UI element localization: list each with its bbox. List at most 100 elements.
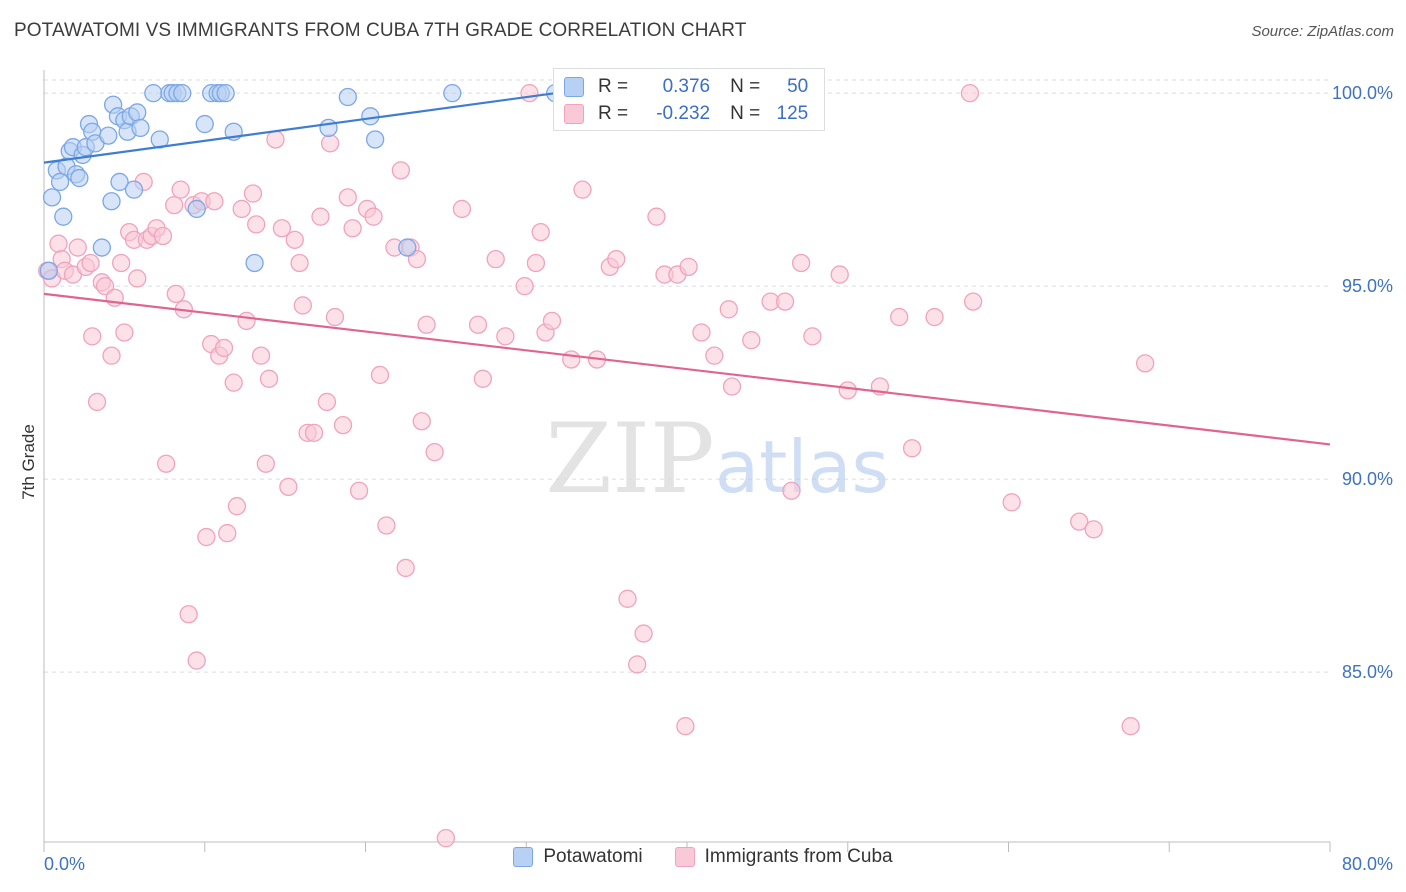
data-point <box>775 292 795 311</box>
data-point <box>237 311 256 331</box>
data-point <box>791 253 811 273</box>
data-point <box>214 338 234 358</box>
data-point <box>272 219 292 238</box>
data-point <box>144 84 163 103</box>
chart-legend: Potawatomi Immigrants from Cuba <box>0 846 1406 868</box>
data-point <box>338 188 357 207</box>
stats-n-label: N = <box>730 76 761 97</box>
data-point <box>343 219 362 238</box>
tick-labels: 85.0% 90.0% 95.0% 100.0% 0.0% 80.0% <box>44 83 1393 874</box>
data-point <box>110 172 129 192</box>
data-point <box>398 238 417 257</box>
legend-label-cuba: Immigrants from Cuba <box>704 846 893 867</box>
data-point <box>1002 493 1021 512</box>
data-point <box>349 481 369 500</box>
x-tick-label: 0.0% <box>44 854 85 874</box>
data-point <box>417 315 436 334</box>
y-tick-label: 95.0% <box>1342 276 1393 296</box>
stats-r-label: R = <box>598 103 629 124</box>
data-point <box>705 346 724 365</box>
y-tick-label: 90.0% <box>1342 469 1393 489</box>
data-point <box>496 327 515 346</box>
data-point <box>562 350 581 369</box>
data-point <box>87 392 107 412</box>
data-point <box>224 373 243 392</box>
data-point <box>266 130 285 149</box>
data-point <box>195 114 214 134</box>
data-point <box>364 207 383 226</box>
data-point <box>526 253 546 273</box>
watermark: ZIP atlas <box>545 403 889 515</box>
data-point <box>304 423 324 442</box>
data-point <box>890 307 909 327</box>
legend-item-cuba[interactable]: Immigrants from Cuba <box>674 846 893 868</box>
y-tick-label: 100.0% <box>1332 83 1393 103</box>
source-label: Source: ZipAtlas.com <box>1251 23 1394 40</box>
data-point <box>245 253 264 273</box>
data-point <box>259 369 279 388</box>
data-point <box>1070 512 1089 531</box>
trend-line <box>43 292 1331 446</box>
data-point <box>232 199 251 219</box>
x-tick-label: 80.0% <box>1342 854 1393 874</box>
data-point <box>838 381 857 400</box>
stats-n-label: N = <box>730 103 761 124</box>
data-point <box>102 192 121 211</box>
data-point <box>520 84 539 103</box>
data-point <box>218 524 237 543</box>
stats-r-label: R = <box>598 76 629 97</box>
data-point <box>102 346 121 365</box>
data-point <box>99 126 118 145</box>
data-point <box>42 188 62 207</box>
data-point <box>256 454 275 473</box>
data-point <box>634 624 653 643</box>
watermark-zip: ZIP <box>545 403 714 515</box>
data-point <box>830 265 849 284</box>
y-tick-label: 85.0% <box>1342 662 1393 682</box>
data-point <box>81 253 100 273</box>
data-point <box>49 234 68 253</box>
data-point <box>227 497 247 516</box>
stats-r-value: -0.232 <box>656 103 711 124</box>
data-points <box>38 84 1155 848</box>
stats-swatch-potawatomi <box>564 77 584 97</box>
correlation-stats-box: R = 0.376 N = 50 R = -0.232 N = 125 <box>553 68 825 131</box>
data-point <box>251 346 271 365</box>
stats-r-value: 0.376 <box>662 76 711 97</box>
data-point <box>50 172 70 192</box>
data-point <box>960 84 980 103</box>
data-point <box>128 103 147 122</box>
data-point <box>607 249 626 269</box>
data-point <box>319 118 338 138</box>
data-point <box>391 161 411 180</box>
data-point <box>473 369 492 388</box>
data-point <box>573 180 592 199</box>
data-point <box>722 377 742 396</box>
data-point <box>153 226 173 246</box>
data-point <box>128 269 147 288</box>
data-point <box>676 717 695 736</box>
data-point <box>370 365 390 385</box>
stats-row-cuba: R = -0.232 N = 125 <box>564 102 808 126</box>
data-point <box>124 180 144 199</box>
data-point <box>412 412 431 431</box>
legend-item-potawatomi[interactable]: Potawatomi <box>513 846 643 868</box>
data-point <box>68 238 87 257</box>
data-point <box>902 439 922 458</box>
stats-n-value: 50 <box>787 76 809 97</box>
data-point <box>165 195 184 215</box>
data-point <box>39 261 58 280</box>
data-point <box>365 130 385 149</box>
stats-row-potawatomi: R = 0.376 N = 50 <box>564 75 808 99</box>
data-point <box>173 84 192 103</box>
data-point <box>285 230 304 249</box>
data-point <box>396 558 415 578</box>
data-point <box>112 253 131 273</box>
data-point <box>377 516 396 535</box>
data-point <box>618 589 637 608</box>
data-point <box>179 605 198 624</box>
data-point <box>486 249 505 269</box>
data-point <box>333 415 353 435</box>
data-point <box>1084 520 1103 539</box>
